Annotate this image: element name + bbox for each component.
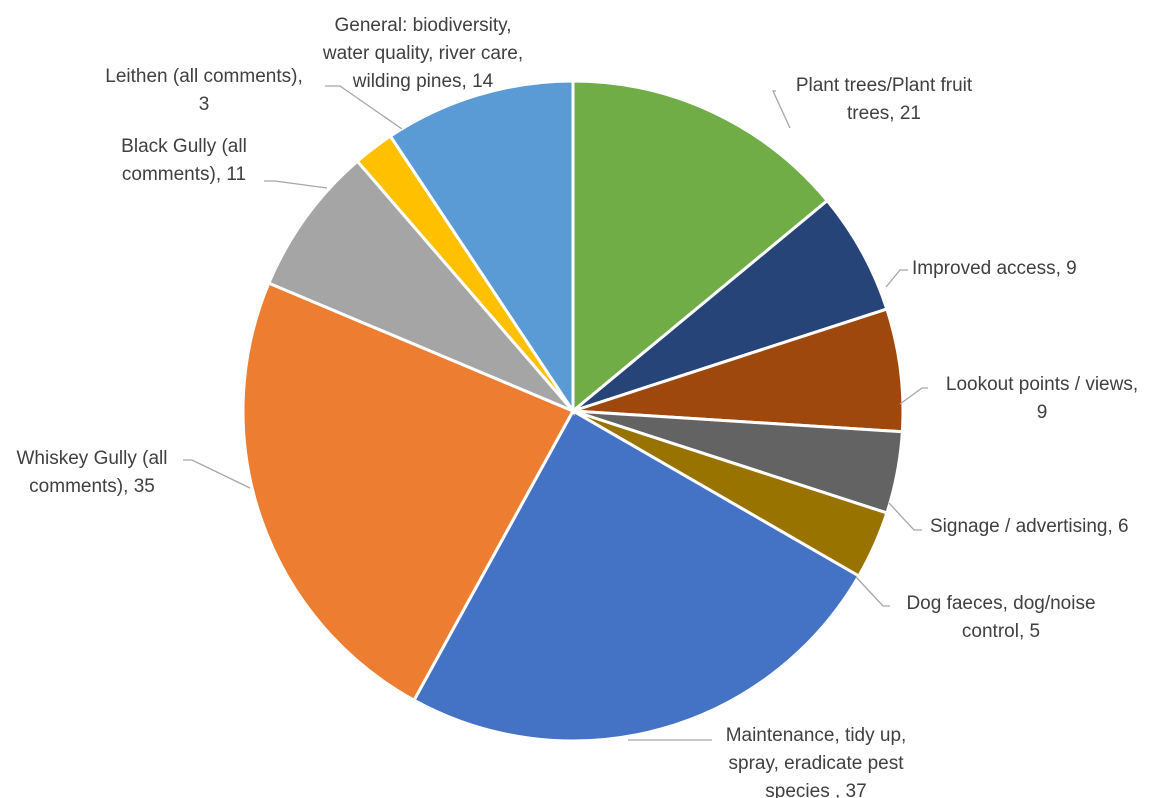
data-label-line: species , 37	[765, 781, 866, 798]
data-label-line: water quality, river care,	[322, 43, 523, 64]
data-label-9: Leithen (all comments), 3	[105, 66, 302, 115]
data-label-line: Dog faeces, dog/noise	[906, 593, 1095, 614]
pie-slice-7	[241, 281, 576, 703]
pie-slice-6	[411, 408, 861, 743]
data-label-line: Leithen (all comments),	[105, 66, 302, 87]
pie-slice-1	[571, 79, 830, 415]
pie-slice-10	[388, 79, 575, 416]
data-label-line: 9	[1037, 402, 1048, 423]
data-label-4: Signage / advertising, 6	[930, 516, 1129, 537]
pie-slices	[241, 79, 905, 743]
data-label-line: Signage / advertising, 6	[930, 516, 1129, 537]
leader-line-7	[183, 459, 251, 489]
leader-line-5	[855, 576, 890, 607]
leader-line-9	[325, 85, 403, 130]
leader-line-8	[264, 180, 328, 189]
data-label-line: control, 5	[962, 621, 1040, 642]
data-label-line: wilding pines, 14	[352, 71, 494, 92]
leader-line-1	[771, 90, 791, 129]
pie-slice-8	[266, 159, 575, 413]
data-label-8: Black Gully (all comments), 11	[121, 136, 247, 185]
data-label-line: comments), 35	[29, 476, 155, 497]
data-label-line: Black Gully (all	[121, 136, 247, 157]
data-label-line: Whiskey Gully (all	[17, 448, 168, 469]
data-label-line: General: biodiversity,	[334, 15, 511, 36]
data-label-line: Improved access, 9	[912, 258, 1077, 279]
data-label-line: 3	[199, 94, 210, 115]
leader-line-4	[888, 502, 922, 531]
data-label-7: Whiskey Gully (all comments), 35	[17, 448, 168, 497]
data-label-line: spray, eradicate pest	[729, 753, 905, 774]
data-label-line: comments), 11	[122, 164, 246, 185]
data-label-5: Dog faeces, dog/noise control, 5	[906, 593, 1095, 642]
data-label-line: Lookout points / views,	[946, 374, 1138, 395]
leader-line-3	[899, 387, 928, 405]
data-label-1: Plant trees/Plant fruit trees, 21	[796, 75, 973, 124]
data-labels: Plant trees/Plant fruit trees, 21 Improved…	[17, 15, 1139, 798]
data-label-2: Improved access, 9	[912, 258, 1077, 279]
data-label-line: trees, 21	[847, 103, 921, 124]
leader-lines	[183, 85, 928, 741]
pie-slice-3	[572, 307, 905, 434]
data-label-line: Plant trees/Plant fruit	[796, 75, 973, 96]
pie-slice-2	[572, 198, 889, 413]
data-label-3: Lookout points / views, 9	[946, 374, 1138, 423]
data-label-10: General: biodiversity, water quality, riv…	[322, 15, 523, 92]
leader-line-2	[885, 269, 908, 288]
data-label-line: Maintenance, tidy up,	[726, 725, 907, 746]
data-label-6: Maintenance, tidy up, spray, eradicate pe…	[726, 725, 907, 798]
